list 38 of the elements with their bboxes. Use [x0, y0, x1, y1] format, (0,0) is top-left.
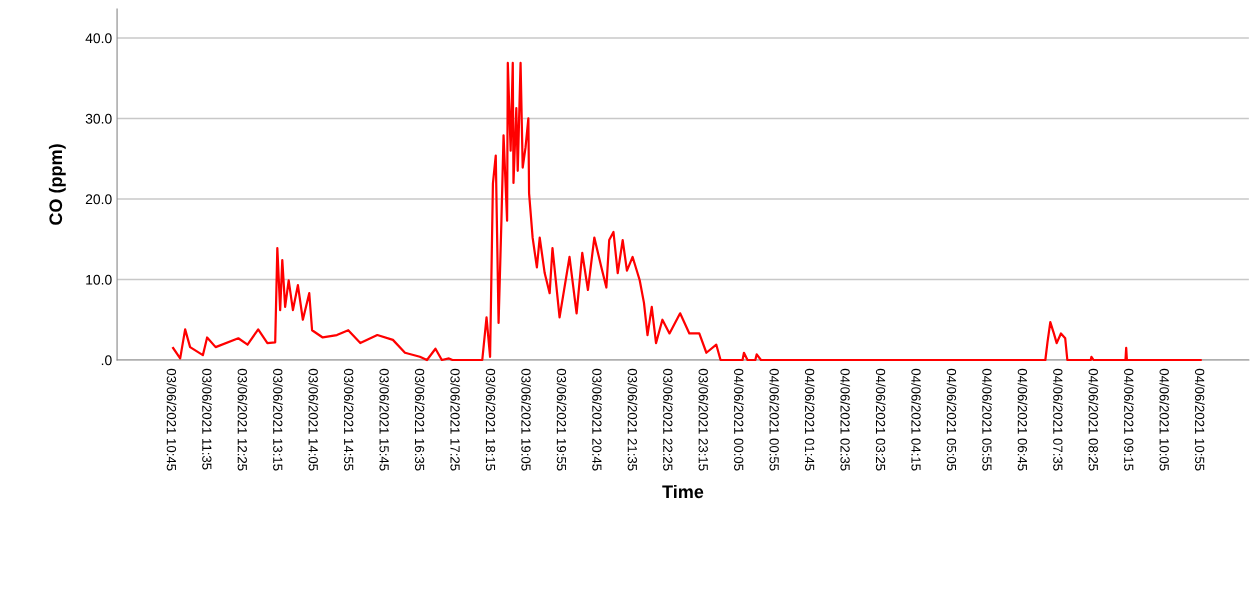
x-tick-label: 03/06/2021 14:05: [308, 368, 319, 471]
x-tick-label: 04/06/2021 02:35: [840, 368, 851, 471]
y-axis-title: CO (ppm): [48, 144, 66, 225]
x-tick-label: 03/06/2021 19:55: [556, 368, 567, 471]
y-tick-label: 30.0: [85, 113, 112, 124]
x-tick-label: 04/06/2021 05:55: [982, 368, 992, 471]
x-tick-label: 03/06/2021 21:35: [627, 368, 638, 471]
x-tick-label: 04/06/2021 01:45: [804, 368, 815, 471]
x-tick-label: 03/06/2021 16:35: [414, 368, 425, 471]
x-tick-label: 04/06/2021 00:55: [769, 368, 780, 471]
y-tick-label: .0: [101, 355, 112, 366]
x-tick-label: 04/06/2021 00:05: [734, 368, 744, 471]
x-axis-title: Time: [662, 484, 704, 499]
x-tick-label: 03/06/2021 19:05: [521, 368, 531, 471]
x-tick-label: 03/06/2021 20:45: [592, 368, 602, 471]
x-tick-label: 04/06/2021 03:25: [875, 368, 886, 471]
y-tick-label: 10.0: [86, 274, 112, 285]
y-tick-label: 20.0: [85, 194, 112, 205]
x-tick-label: 03/06/2021 11:35: [202, 368, 212, 470]
x-tick-label: 03/06/2021 10:45: [166, 368, 177, 471]
x-tick-label: 03/06/2021 15:45: [379, 368, 390, 471]
x-tick-label: 03/06/2021 18:15: [485, 368, 496, 471]
x-tick-label: 04/06/2021 04:15: [911, 368, 922, 471]
x-tick-label: 04/06/2021 08:25: [1088, 368, 1099, 471]
x-tick-label: 04/06/2021 09:15: [1124, 368, 1134, 471]
x-tick-label: 04/06/2021 06:45: [1017, 368, 1028, 471]
x-tick-label: 04/06/2021 10:05: [1159, 368, 1170, 471]
x-tick-label: 03/06/2021 23:15: [698, 368, 709, 471]
x-tick-label: 03/06/2021 17:25: [450, 368, 461, 471]
x-tick-label: 04/06/2021 10:55: [1194, 368, 1205, 471]
x-tick-label: 03/06/2021 14:55: [343, 368, 354, 471]
x-tick-label: 03/06/2021 22:25: [663, 368, 673, 471]
y-tick-label: 40.0: [85, 33, 112, 44]
x-tick-label: 04/06/2021 05:05: [946, 368, 957, 471]
line-series: [171, 61, 1202, 362]
x-tick-label: 03/06/2021 12:25: [237, 368, 248, 471]
x-tick-label: 03/06/2021 13:15: [273, 368, 283, 471]
x-tick-label: 04/06/2021 07:35: [1053, 368, 1063, 471]
